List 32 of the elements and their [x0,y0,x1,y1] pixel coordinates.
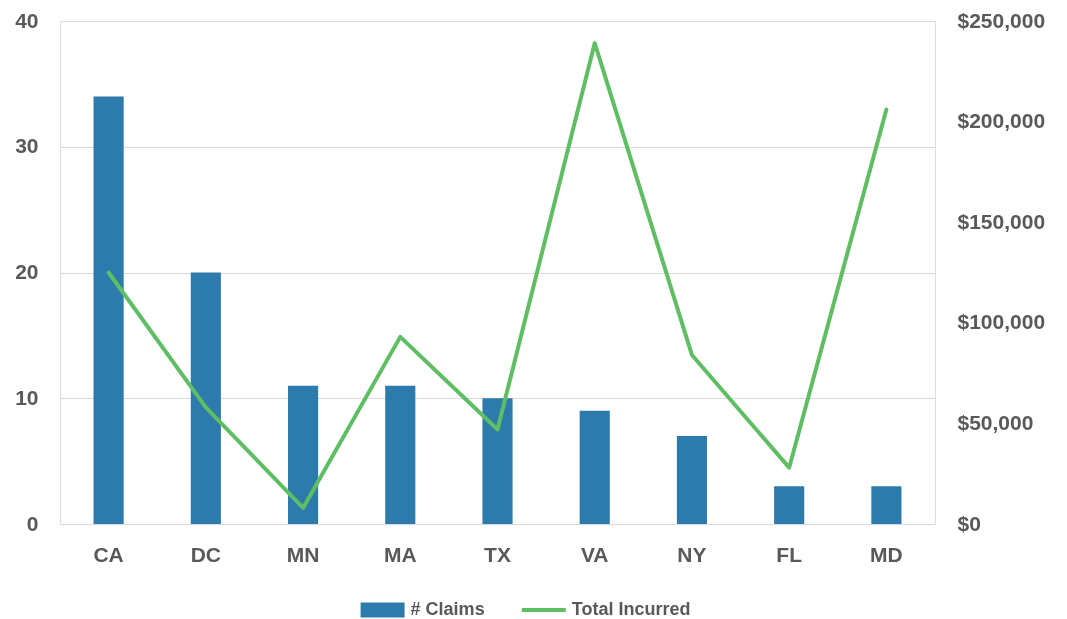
bar [93,96,124,524]
bar [871,486,902,524]
bar [385,385,416,524]
bar [579,410,610,524]
y-tick-label: 40 [15,8,39,32]
y-tick-label: 30 [15,134,39,158]
bar [676,435,708,524]
x-tick-label: MN [286,542,320,566]
line-series [106,41,889,510]
bar [190,272,221,524]
x-tick-label: MD [870,542,903,566]
bar [774,486,805,524]
y-tick-label: 10 [15,385,39,409]
y2-tick-label: $50,000 [957,410,1034,434]
legend-label: # Claims [410,599,485,619]
y2-tick-label: $100,000 [957,310,1046,334]
legend-label: Total Incurred [571,599,691,619]
y2-tick-label: $250,000 [957,8,1046,32]
bar [287,385,319,524]
x-tick-label: FL [776,542,803,566]
y2-tick-label: $200,000 [957,109,1046,133]
y2-tick-label: $0 [957,511,981,535]
x-tick-label: DC [190,542,222,566]
y-tick-label: 20 [15,260,39,283]
x-tick-label: VA [580,542,609,566]
x-tick-label: NY [677,542,707,566]
x-tick-label: TX [484,542,511,566]
bar [482,398,513,524]
x-tick-label: CA [93,542,124,566]
x-tick-label: MA [383,542,417,566]
y-tick-label: 0 [26,511,39,535]
y2-tick-label: $150,000 [957,209,1046,233]
